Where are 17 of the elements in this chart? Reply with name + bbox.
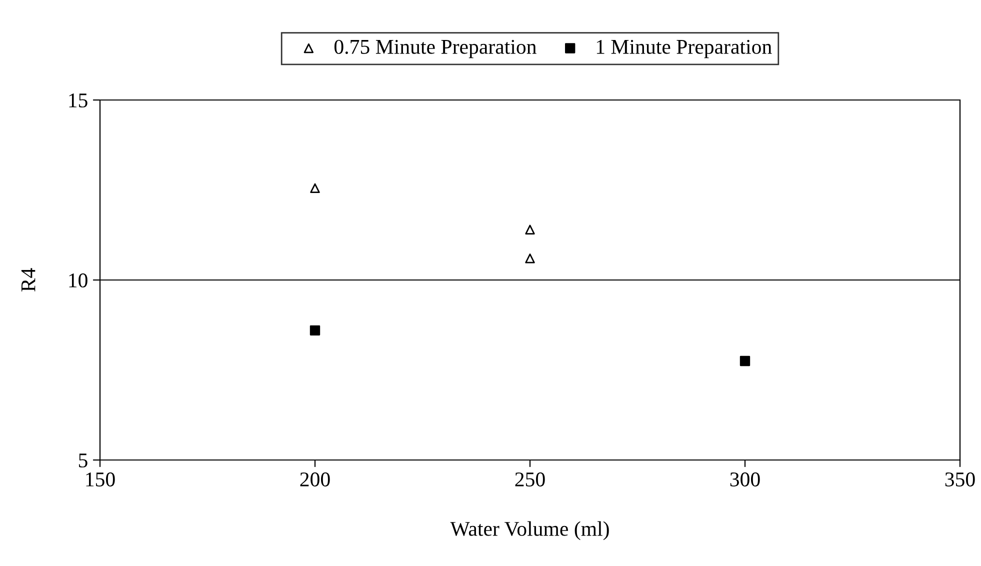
- x-tick-label: 300: [730, 472, 760, 486]
- x-tick-label: 150: [86, 472, 115, 486]
- legend-label: 0.75 Minute Preparation: [334, 40, 536, 58]
- x-tick-label: 250: [515, 472, 545, 486]
- point: [310, 183, 320, 194]
- point: [525, 224, 535, 234]
- legend-label: 1 Minute Preparation: [596, 40, 772, 58]
- point: [310, 325, 320, 336]
- point: [740, 356, 750, 366]
- x-tick-label: 350: [945, 472, 975, 486]
- y-tick-label: 5: [78, 454, 88, 468]
- x-tick-label: 200: [300, 472, 330, 486]
- y-axis-title: R4: [21, 268, 36, 292]
- x-axis-title: Water Volume (ml): [450, 521, 609, 540]
- y-tick-label: 15: [69, 93, 88, 108]
- y-tick-label: 10: [69, 273, 88, 288]
- point: [525, 254, 535, 264]
